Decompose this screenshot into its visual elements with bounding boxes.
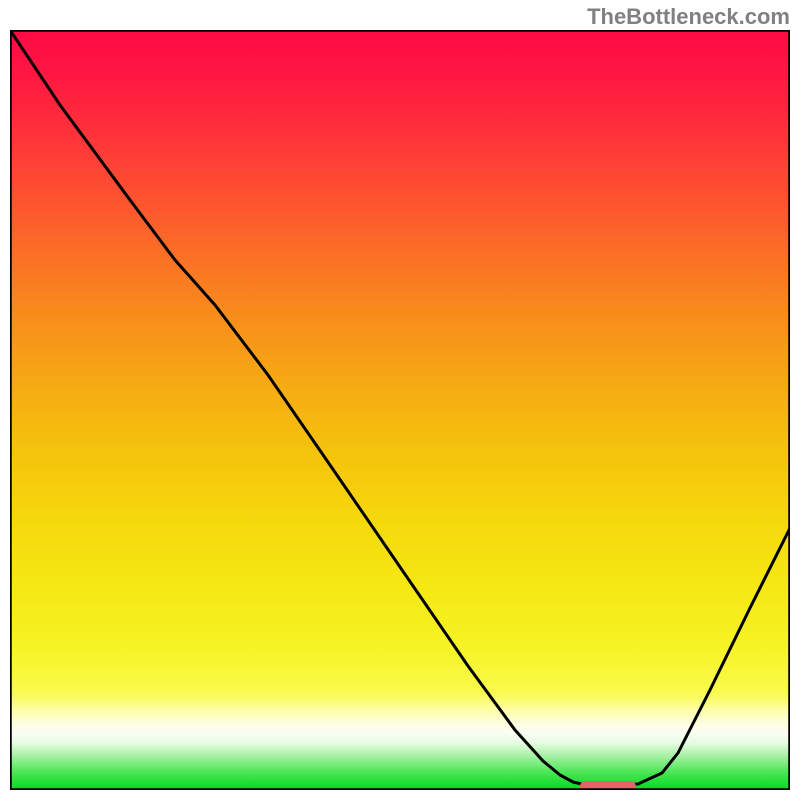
gradient-background: [10, 30, 790, 790]
watermark-text: TheBottleneck.com: [587, 4, 790, 30]
chart-container: TheBottleneck.com: [0, 0, 800, 800]
plot-area: [10, 30, 790, 790]
chart-svg: [10, 30, 790, 790]
